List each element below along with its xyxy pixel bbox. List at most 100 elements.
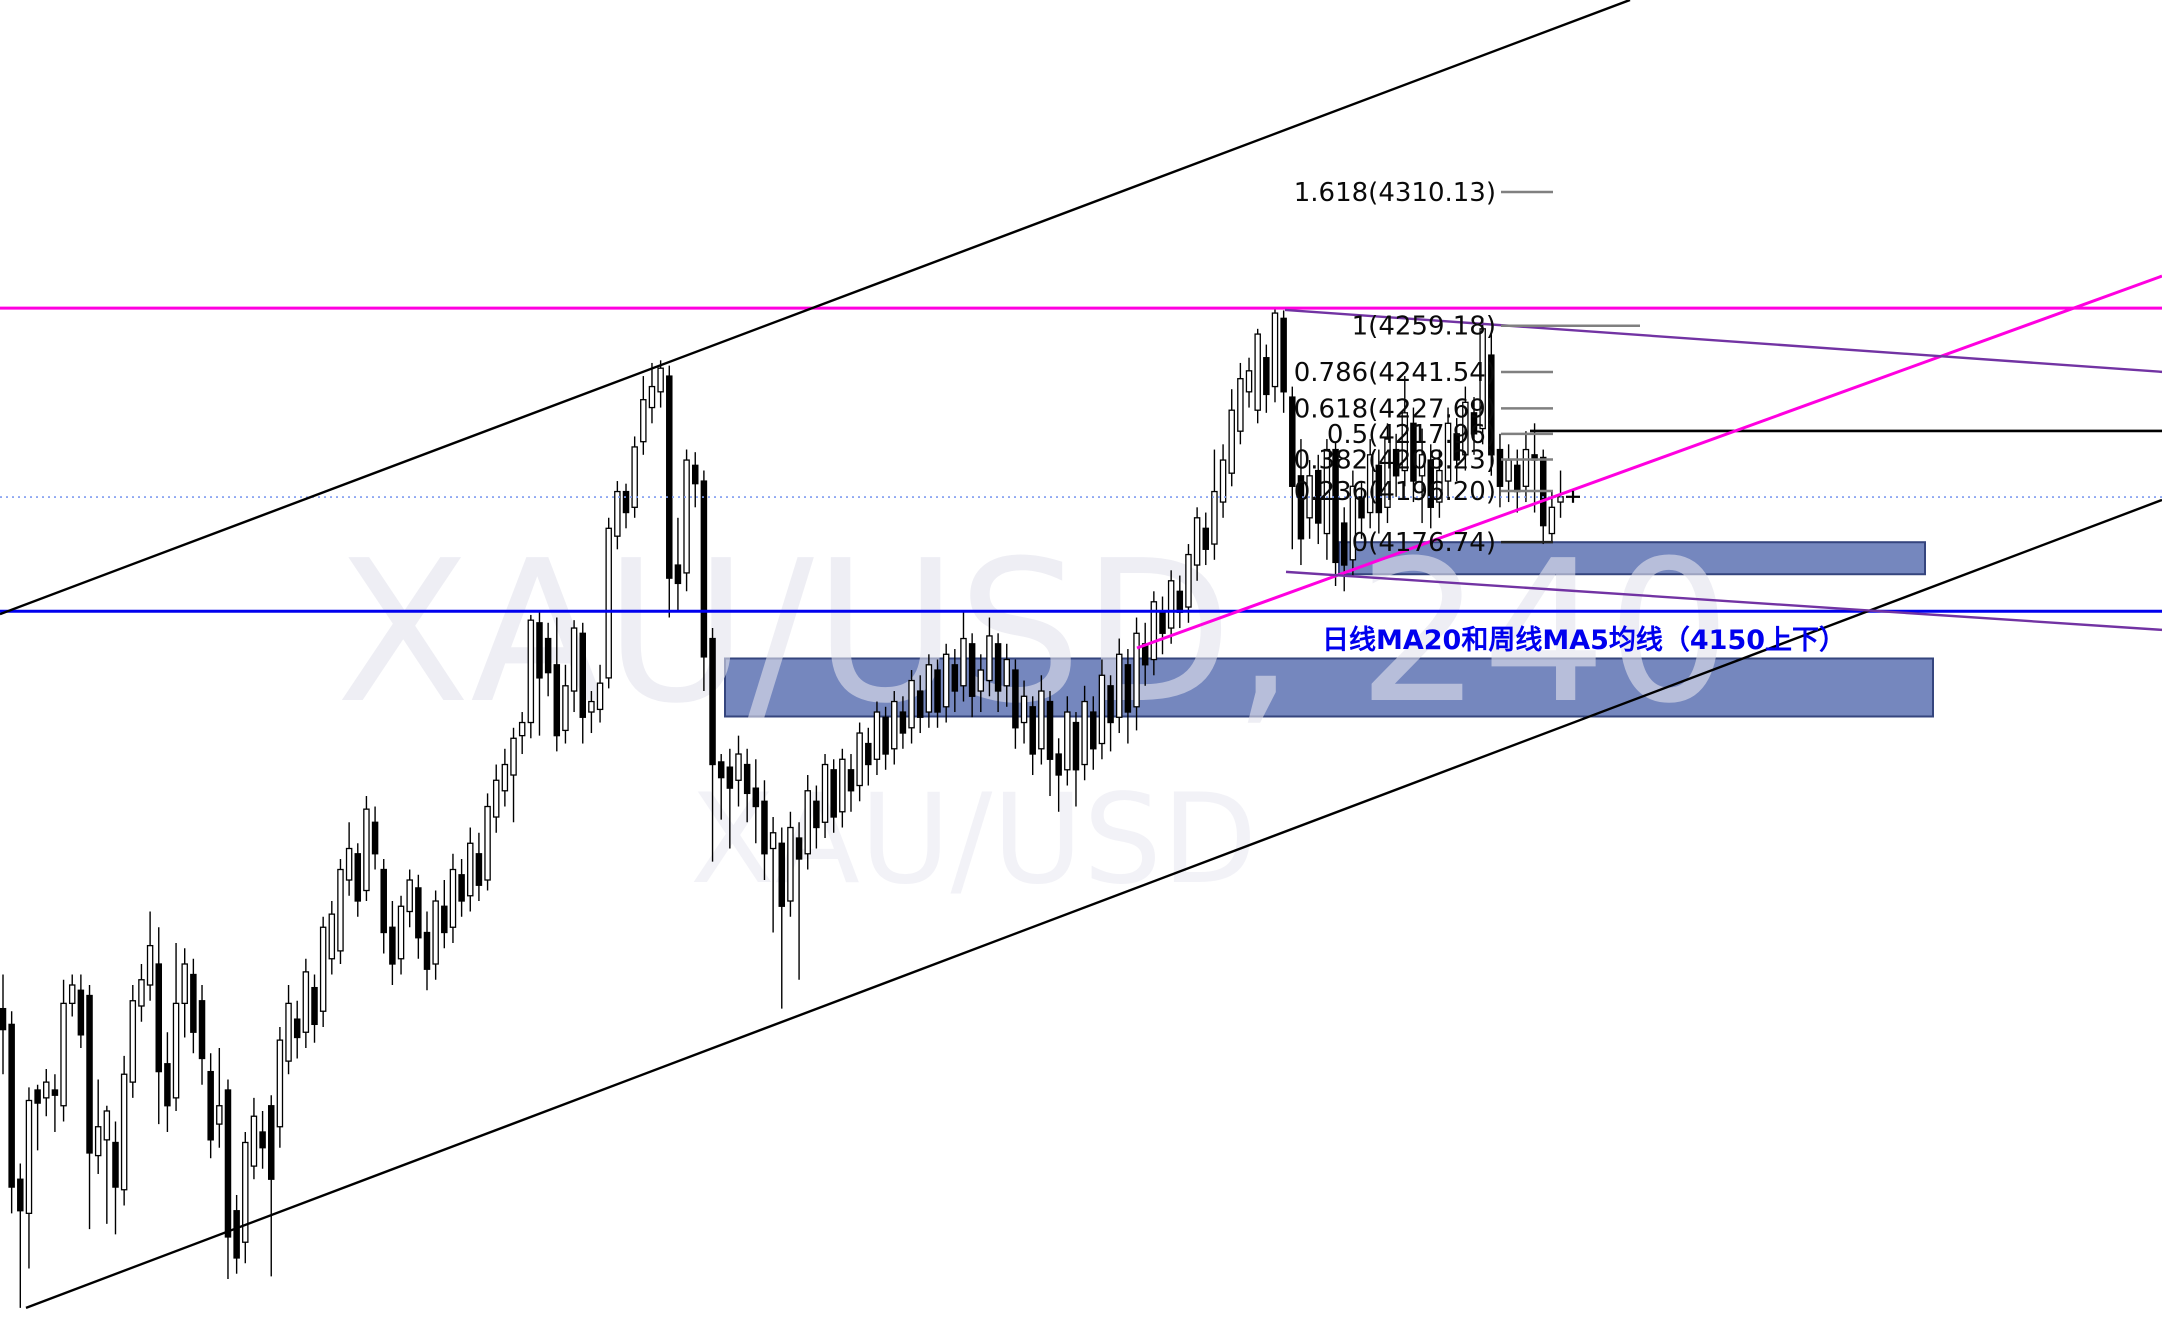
- candle-bull: [94, 1126, 102, 1157]
- candle-bull: [172, 1002, 180, 1099]
- candle-bear: [17, 1178, 24, 1212]
- candle-bull: [570, 627, 578, 692]
- candle-bull: [345, 847, 353, 881]
- candle-bull: [977, 669, 985, 692]
- candle-bear: [830, 769, 837, 818]
- candle-bear: [1289, 396, 1296, 487]
- candle-bull: [181, 963, 188, 1005]
- candle-bull: [986, 635, 993, 682]
- candle-bear: [666, 375, 673, 579]
- candle-bull: [120, 1073, 128, 1191]
- candle-bear: [1012, 669, 1019, 729]
- candle-bear: [112, 1141, 119, 1188]
- candle-bear: [622, 490, 630, 514]
- candle-bull: [337, 868, 344, 952]
- candle-bear: [674, 564, 682, 585]
- candle-bull: [146, 944, 154, 986]
- candle-bull: [1401, 412, 1409, 472]
- candle-bear: [579, 632, 587, 718]
- candle-bear: [743, 763, 751, 795]
- candle-bull: [1444, 422, 1452, 482]
- candle-bear: [475, 853, 483, 886]
- candle-bear: [1202, 527, 1210, 550]
- candle-bear: [795, 837, 803, 860]
- candle-bear: [441, 905, 448, 934]
- candle-bear: [994, 643, 1002, 692]
- candle-bear: [1090, 711, 1097, 750]
- candle-bull: [406, 879, 413, 913]
- candle-bull: [1064, 711, 1071, 771]
- candle-bear: [1055, 753, 1062, 776]
- magenta-uptrend-line[interactable]: [1136, 274, 2162, 650]
- candle-bull: [1003, 658, 1010, 687]
- supply-zone-4165-4177[interactable]: [1338, 541, 1926, 576]
- fib-retracement-tool[interactable]: 1.618(4310.13) 1(4259.18) 0.786(4241.54) 0.…: [1294, 178, 1640, 558]
- candle-bull: [769, 832, 777, 850]
- candle-bull: [821, 763, 829, 823]
- candle-bull: [1271, 312, 1279, 388]
- candle-bull: [467, 842, 474, 897]
- candle-bull: [1349, 485, 1357, 561]
- channel-upper-line[interactable]: [0, 0, 1631, 616]
- candle-bull: [60, 1002, 67, 1107]
- fib-level-label-1.618: 1.618(4310.13): [1294, 178, 1496, 208]
- candle-bull: [319, 926, 327, 1012]
- candle-bear: [536, 622, 543, 679]
- ma-annotation-text: 日线MA20和周线MA5均线（4150上下）: [1322, 625, 1846, 656]
- candle-bear: [380, 868, 387, 934]
- candle-bear: [1029, 706, 1036, 755]
- candle-bear: [267, 1105, 275, 1180]
- purple-upper-line[interactable]: [1284, 308, 2162, 374]
- fib-level-label-0: 0(4176.74): [1352, 528, 1496, 558]
- candle-bull: [285, 1002, 292, 1062]
- candle-bear: [700, 480, 708, 658]
- candle-bull: [138, 979, 145, 1007]
- candle-bull: [1548, 506, 1556, 535]
- candle-bull: [1150, 601, 1158, 661]
- candle-bull: [1219, 459, 1227, 503]
- candle-bear: [0, 1007, 7, 1031]
- candle-bull: [302, 971, 310, 1033]
- candle-bull: [1081, 700, 1088, 766]
- purple-lower-line[interactable]: [1285, 570, 2162, 632]
- candle-bear: [882, 716, 889, 755]
- candle-bear: [415, 887, 422, 939]
- candle-bull: [891, 700, 898, 750]
- fib-level-label-0.5: 0.5(4217.96): [1327, 420, 1496, 450]
- candle-bear: [544, 637, 552, 674]
- candle-bear: [389, 926, 396, 965]
- candle-bull: [735, 753, 742, 781]
- candle-bear: [51, 1089, 59, 1096]
- candle-bear: [553, 664, 561, 737]
- candle-bear: [752, 787, 760, 808]
- candle-bear: [311, 986, 318, 1026]
- candle-bear: [293, 1018, 301, 1039]
- candle-bear: [1263, 357, 1270, 396]
- candle-bear: [1358, 496, 1365, 519]
- candle-bear: [8, 1023, 15, 1188]
- candle-bear: [847, 769, 855, 792]
- candle-bear: [1392, 448, 1400, 477]
- candle-bear: [1332, 448, 1339, 564]
- candle-bear: [1124, 664, 1132, 713]
- candle-bull: [1418, 454, 1426, 477]
- candle-bear: [1470, 412, 1478, 435]
- candle-bull: [1462, 401, 1469, 456]
- fib-level-label-1: 1(4259.18): [1352, 312, 1496, 342]
- candle-bear: [190, 973, 197, 1033]
- candle-bull: [25, 1099, 33, 1214]
- candle-bull: [501, 763, 509, 792]
- candle-bear: [778, 842, 786, 907]
- candle-bull: [804, 790, 811, 855]
- candle-bear: [899, 711, 907, 734]
- channel-lower-line[interactable]: [25, 498, 2162, 1309]
- candle-bear: [86, 994, 93, 1154]
- candle-bull: [484, 805, 491, 881]
- candle-bull: [596, 682, 604, 711]
- candle-bear: [1410, 422, 1417, 482]
- candle-bear: [726, 766, 734, 789]
- candle-bear: [968, 643, 976, 697]
- candle-bull: [43, 1081, 50, 1099]
- candle-bull: [1237, 378, 1244, 432]
